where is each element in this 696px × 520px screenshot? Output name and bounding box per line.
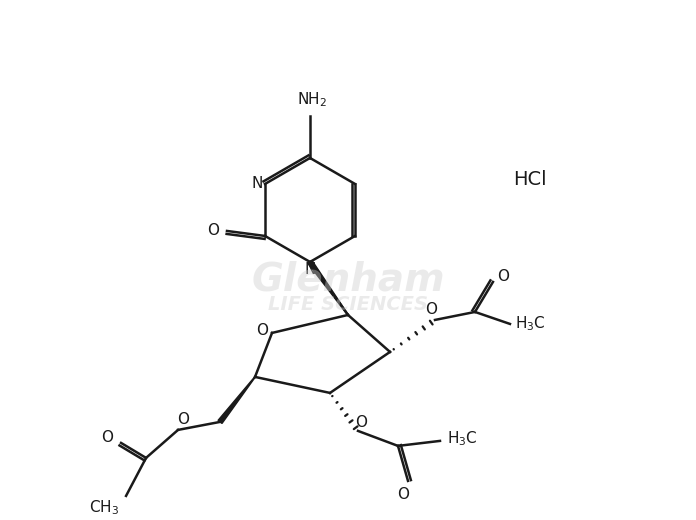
Text: O: O: [497, 269, 509, 284]
Text: O: O: [256, 323, 268, 339]
Polygon shape: [218, 376, 255, 423]
Polygon shape: [308, 261, 348, 315]
Text: O: O: [207, 224, 219, 239]
Text: O: O: [355, 415, 367, 431]
Text: HCl: HCl: [513, 171, 547, 189]
Text: CH$_3$: CH$_3$: [89, 499, 119, 517]
Text: O: O: [101, 431, 113, 446]
Text: Glenham: Glenham: [251, 261, 445, 299]
Text: O: O: [397, 487, 409, 502]
Text: O: O: [177, 412, 189, 427]
Text: N: N: [251, 176, 262, 191]
Text: H$_3$C: H$_3$C: [447, 430, 477, 448]
Text: LIFE SCIENCES: LIFE SCIENCES: [268, 295, 428, 315]
Text: NH$_2$: NH$_2$: [297, 90, 327, 109]
Text: N: N: [304, 263, 316, 278]
Text: H$_3$C: H$_3$C: [514, 315, 545, 333]
Text: O: O: [425, 303, 437, 317]
